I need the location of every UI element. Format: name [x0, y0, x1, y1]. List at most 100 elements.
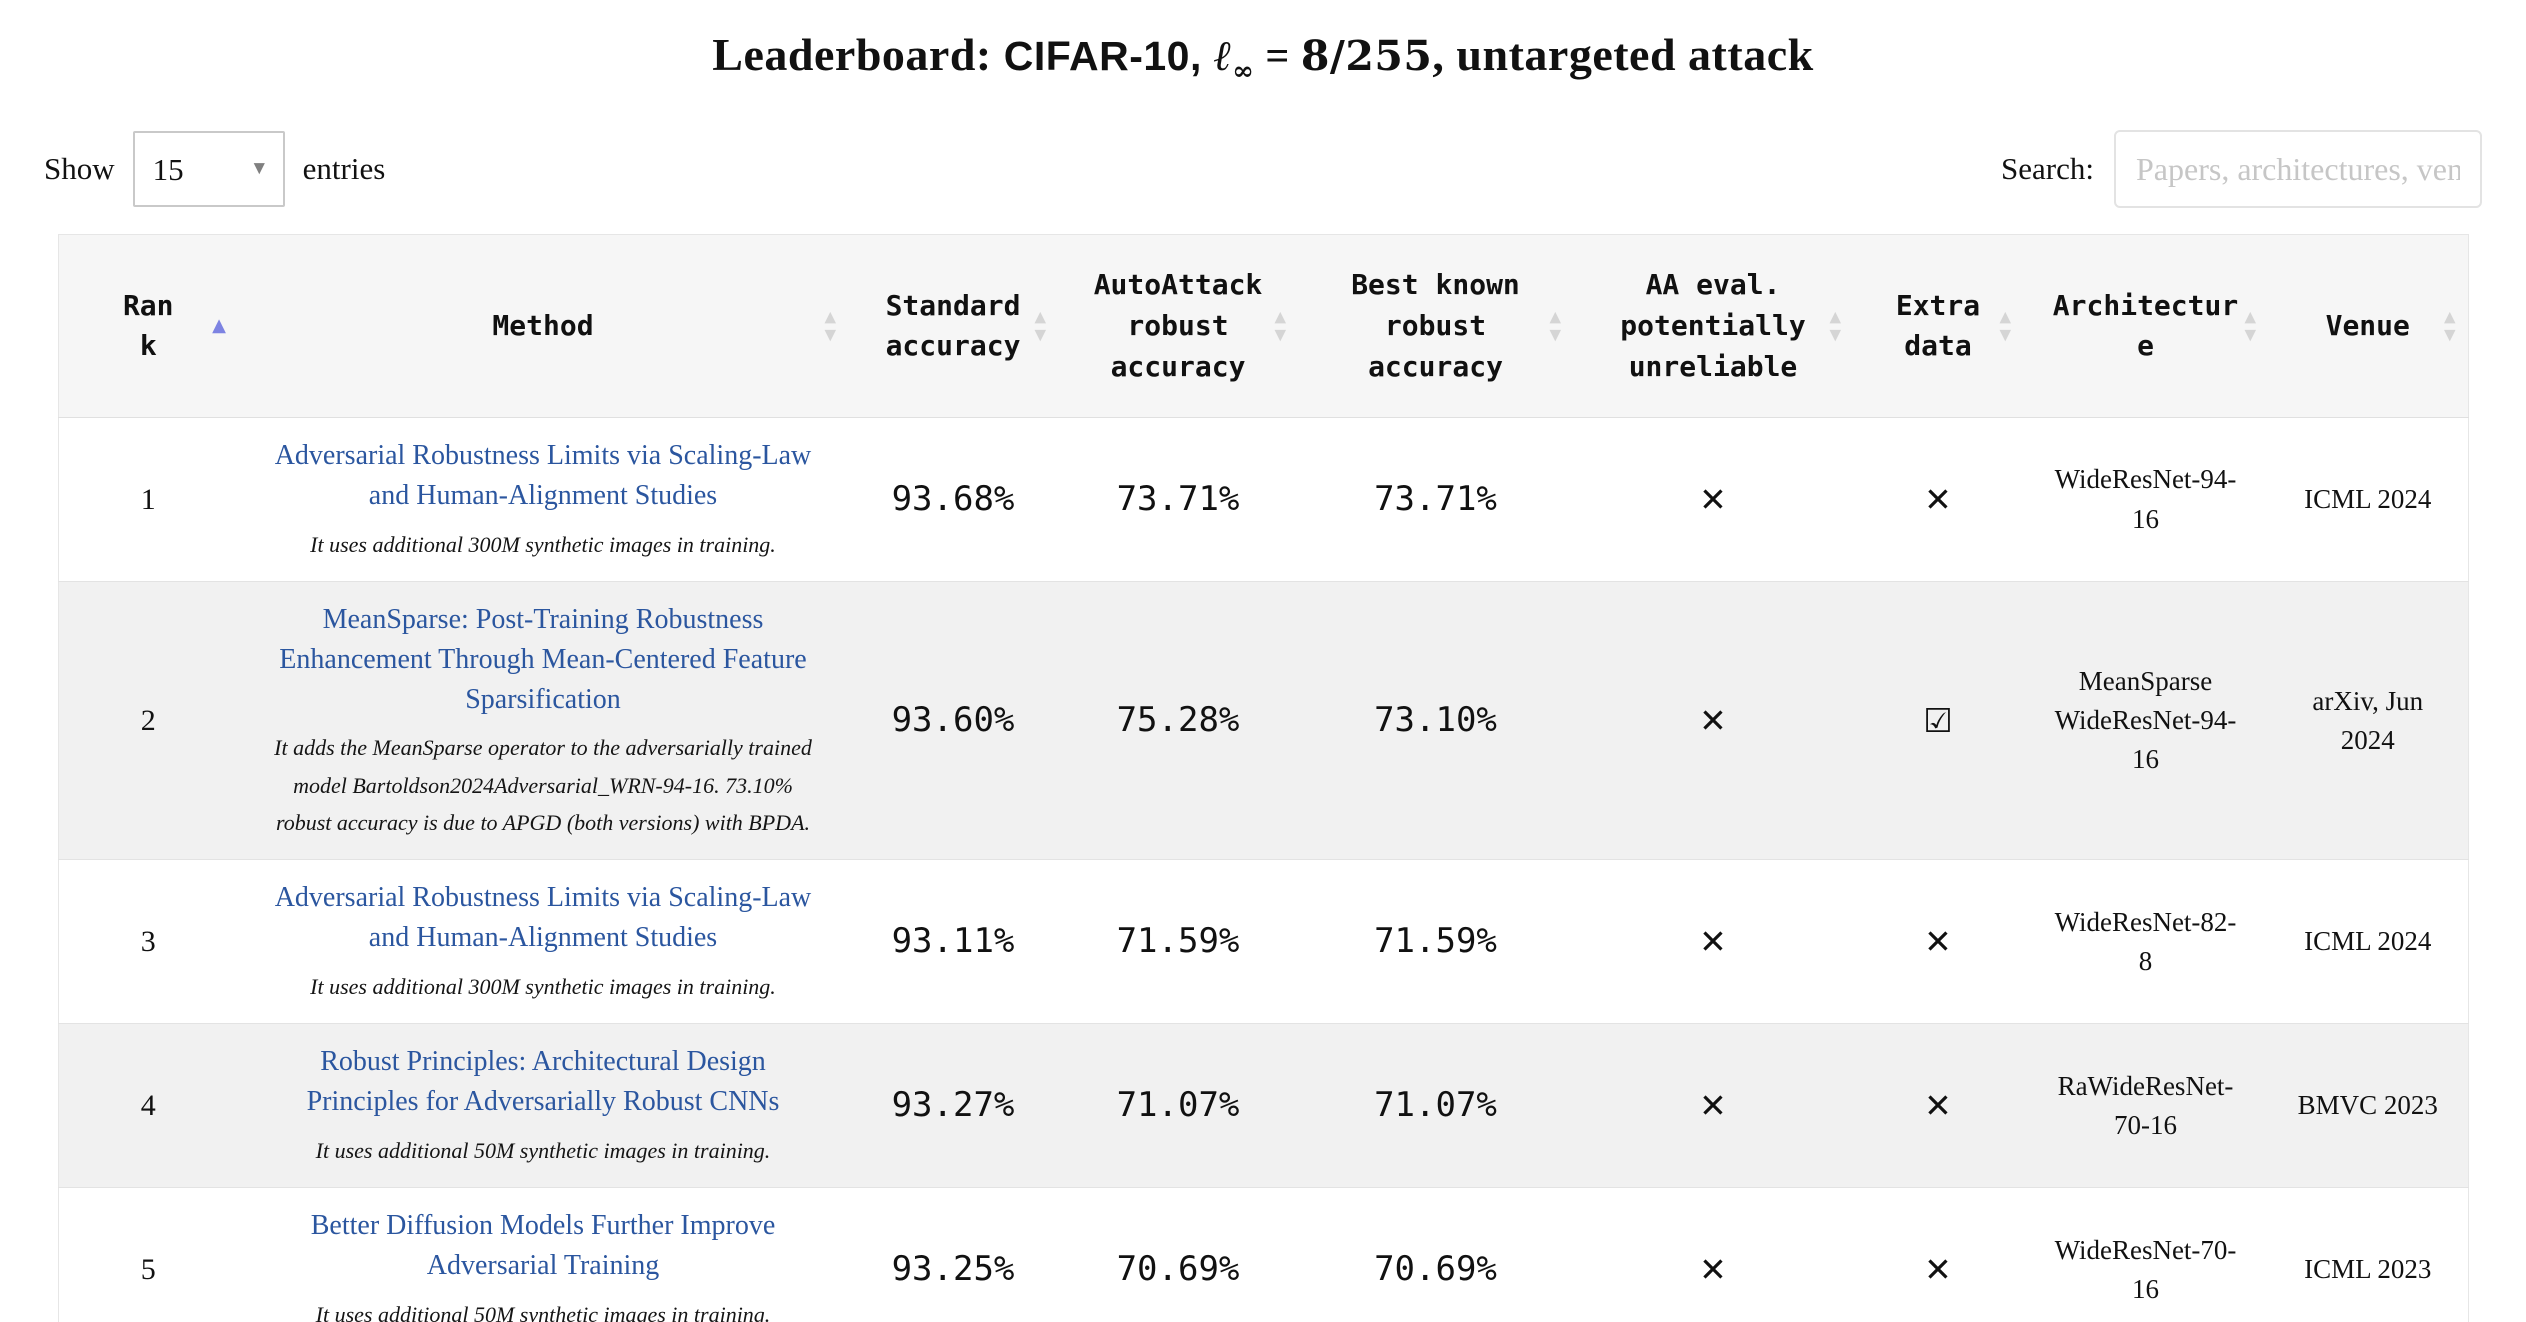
method-link[interactable]: Adversarial Robustness Limits via Scalin… — [274, 882, 812, 954]
column-label: Venue — [2325, 308, 2410, 342]
extra-data-cell: ✕ — [1853, 417, 2023, 582]
aa-unreliable-cell: ✕ — [1573, 581, 1853, 860]
method-note: It uses additional 50M synthetic images … — [315, 1301, 771, 1322]
title-prefix: Leaderboard: — [712, 29, 1004, 80]
column-header-venue[interactable]: Venue ▲ ▼ — [2268, 234, 2468, 419]
sort-ascending-icon[interactable]: ▲ — [1999, 307, 2011, 326]
cross-mark-icon: ✕ — [1924, 479, 1952, 519]
search-label: Search: — [2001, 151, 2094, 187]
method-cell: Adversarial Robustness Limits via Scalin… — [238, 859, 848, 1024]
column-header-standard-accuracy[interactable]: Standard accuracy ▲ ▼ — [848, 234, 1058, 419]
best-known-accuracy-cell: 73.10% — [1298, 581, 1573, 860]
title-epsilon: 8/255 — [1300, 32, 1433, 80]
method-cell: Better Diffusion Models Further Improve … — [238, 1187, 848, 1322]
standard-accuracy-cell: 93.60% — [848, 581, 1058, 860]
method-link[interactable]: Robust Principles: Architectural Design … — [306, 1046, 780, 1118]
venue-cell: ICML 2024 — [2268, 859, 2468, 1024]
column-header-aa-eval-unreliable[interactable]: AA eval. potentially unreliable ▲ ▼ — [1573, 234, 1853, 419]
method-note: It uses additional 50M synthetic images … — [315, 1137, 771, 1163]
sort-descending-icon[interactable]: ▼ — [1829, 325, 1841, 344]
standard-accuracy-cell: 93.27% — [848, 1023, 1058, 1188]
column-header-architecture[interactable]: Architecture ▲ ▼ — [2023, 234, 2268, 419]
title-norm-symbol: ℓ∞ — [1213, 31, 1255, 87]
aa-unreliable-cell: ✕ — [1573, 859, 1853, 1024]
table-row: 2 MeanSparse: Post-Training Robustness E… — [58, 581, 2468, 860]
aa-unreliable-cell: ✕ — [1573, 1187, 1853, 1322]
best-known-accuracy-cell: 70.69% — [1298, 1187, 1573, 1322]
best-known-accuracy-cell: 73.71% — [1298, 417, 1573, 582]
rank-cell: 2 — [58, 581, 238, 860]
autoattack-accuracy-cell: 71.59% — [1058, 859, 1298, 1024]
sort-descending-icon[interactable]: ▼ — [824, 325, 836, 344]
autoattack-accuracy-cell: 75.28% — [1058, 581, 1298, 860]
method-link[interactable]: MeanSparse: Post-Training Robustness Enh… — [279, 604, 807, 715]
standard-accuracy-cell: 93.68% — [848, 417, 1058, 582]
search-input[interactable] — [2114, 130, 2482, 209]
sort-ascending-icon[interactable]: ▲ — [1829, 307, 1841, 326]
page-title: Leaderboard: CIFAR-10, ℓ∞ = 8/255, untar… — [0, 28, 2526, 86]
venue-cell: ICML 2024 — [2268, 417, 2468, 582]
architecture-cell: RaWideResNet-70-16 — [2023, 1023, 2268, 1188]
method-link[interactable]: Adversarial Robustness Limits via Scalin… — [274, 440, 812, 511]
sort-ascending-icon[interactable]: ▲ — [2443, 307, 2456, 326]
architecture-cell: MeanSparse WideResNet-94-16 — [2023, 581, 2268, 860]
cross-mark-icon: ✕ — [1699, 922, 1727, 961]
extra-data-cell: ✕ — [1853, 1187, 2023, 1322]
sort-ascending-icon[interactable]: ▲ — [212, 315, 226, 337]
sort-descending-icon[interactable]: ▼ — [2443, 325, 2456, 344]
sort-ascending-icon[interactable]: ▲ — [2244, 307, 2256, 326]
venue-cell: arXiv, Jun 2024 — [2268, 581, 2468, 860]
table-row: 4 Robust Principles: Architectural Desig… — [58, 1023, 2468, 1188]
extra-data-cell: ✕ — [1853, 859, 2023, 1024]
standard-accuracy-cell: 93.11% — [848, 859, 1058, 1024]
sort-descending-icon[interactable]: ▼ — [2244, 325, 2256, 344]
column-header-method[interactable]: Method ▲ ▼ — [238, 234, 848, 419]
cross-mark-icon: ✕ — [1699, 1085, 1727, 1125]
sort-descending-icon[interactable]: ▼ — [1034, 325, 1046, 344]
cross-mark-icon: ✕ — [1924, 1085, 1952, 1125]
method-cell: Robust Principles: Architectural Design … — [238, 1023, 848, 1188]
sort-descending-icon[interactable]: ▼ — [1274, 325, 1286, 344]
entries-select[interactable]: 15 — [132, 131, 285, 208]
column-label: Rank — [122, 288, 174, 363]
cross-mark-icon: ✕ — [1924, 1249, 1952, 1289]
architecture-cell: WideResNet-70-16 — [2023, 1187, 2268, 1322]
column-header-best-known-accuracy[interactable]: Best known robust accuracy ▲ ▼ — [1298, 234, 1573, 419]
cross-mark-icon: ✕ — [1924, 922, 1952, 961]
sort-ascending-icon[interactable]: ▲ — [1549, 307, 1561, 326]
table-row: 5 Better Diffusion Models Further Improv… — [58, 1187, 2468, 1322]
sort-ascending-icon[interactable]: ▲ — [1274, 307, 1286, 326]
autoattack-accuracy-cell: 73.71% — [1058, 417, 1298, 582]
column-header-extra-data[interactable]: Extra data ▲ ▼ — [1853, 234, 2023, 419]
sort-ascending-icon[interactable]: ▲ — [1034, 307, 1046, 326]
architecture-cell: WideResNet-82-8 — [2023, 859, 2268, 1024]
column-label: Method — [492, 308, 594, 342]
search-control: Search: — [2001, 130, 2482, 209]
header-row: Rank ▲ Method ▲ ▼ Standard accuracy ▲ ▼ Au… — [58, 234, 2468, 419]
best-known-accuracy-cell: 71.59% — [1298, 859, 1573, 1024]
table-controls: Show 15 ▼ entries Search: — [0, 130, 2526, 209]
sort-descending-icon[interactable]: ▼ — [1549, 325, 1561, 344]
method-note: It adds the MeanSparse operator to the a… — [274, 735, 812, 836]
leaderboard-table: Rank ▲ Method ▲ ▼ Standard accuracy ▲ ▼ Au… — [57, 234, 2469, 1322]
venue-cell: BMVC 2023 — [2268, 1023, 2468, 1188]
extra-data-cell: ✕ — [1853, 1023, 2023, 1188]
sort-ascending-icon[interactable]: ▲ — [824, 307, 836, 326]
column-header-autoattack-accuracy[interactable]: AutoAttack robust accuracy ▲ ▼ — [1058, 234, 1298, 419]
aa-unreliable-cell: ✕ — [1573, 1023, 1853, 1188]
checkbox-checked-icon: ☑ — [1923, 700, 1953, 740]
column-header-rank[interactable]: Rank ▲ — [58, 234, 238, 419]
method-link[interactable]: Better Diffusion Models Further Improve … — [310, 1210, 776, 1282]
sort-descending-icon[interactable]: ▼ — [1999, 325, 2011, 344]
aa-unreliable-cell: ✕ — [1573, 417, 1853, 582]
entries-label: entries — [302, 151, 386, 187]
cross-mark-icon: ✕ — [1699, 1249, 1727, 1289]
method-cell: Adversarial Robustness Limits via Scalin… — [238, 417, 848, 582]
best-known-accuracy-cell: 71.07% — [1298, 1023, 1573, 1188]
column-label: Standard accuracy — [885, 288, 1021, 363]
architecture-cell: WideResNet-94-16 — [2023, 417, 2268, 582]
cross-mark-icon: ✕ — [1699, 479, 1727, 519]
method-note: It uses additional 300M synthetic images… — [310, 531, 776, 557]
entries-select-wrap: 15 ▼ — [132, 131, 285, 208]
extra-data-cell: ☑ — [1853, 581, 2023, 860]
